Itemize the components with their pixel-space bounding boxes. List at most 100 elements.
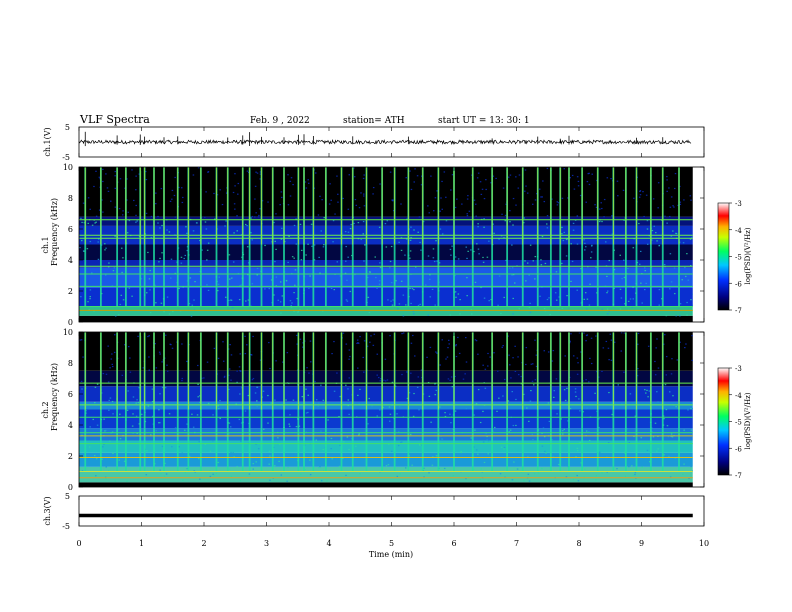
spectrogram-speckle <box>632 247 635 249</box>
spectrogram-speckle <box>262 428 265 430</box>
spectrogram-speckle <box>577 480 580 482</box>
spectrogram-speckle <box>622 259 625 261</box>
spectrogram-speckle <box>109 367 111 369</box>
spectrogram-speckle <box>410 302 412 305</box>
spectrogram-speckle <box>182 196 184 199</box>
spectrogram-speckle <box>548 297 550 299</box>
spectrogram-speckle <box>606 308 609 310</box>
spectrogram-speckle <box>317 402 320 404</box>
spectrogram-speckle <box>448 343 450 345</box>
spectrogram-speckle <box>280 238 283 240</box>
spectrogram-speckle <box>561 233 563 235</box>
spectrogram-speckle <box>285 399 287 401</box>
spectrogram-speckle <box>109 440 111 442</box>
spectrogram-speckle <box>376 353 379 355</box>
spectrogram-speckle <box>560 418 562 420</box>
spectrogram-speckle <box>470 309 473 311</box>
spectrogram-speckle <box>511 267 514 269</box>
spectrogram-speckle <box>295 243 298 245</box>
spectrogram-speckle <box>326 480 328 482</box>
spectrogram-speckle <box>96 383 99 385</box>
spectrogram-speckle <box>259 359 262 361</box>
spectrogram-speckle <box>503 236 505 239</box>
spectrogram-speckle <box>640 437 643 439</box>
spectrogram-speckle <box>466 295 468 297</box>
spectrogram-speckle <box>425 284 427 286</box>
spectrogram-speckle <box>543 200 546 203</box>
spectrogram-speckle <box>95 215 98 217</box>
spectrogram-speckle <box>462 378 465 380</box>
spectrogram-speckle <box>222 360 225 362</box>
spectrogram-speckle <box>102 168 104 171</box>
spectrogram-speckle <box>512 424 515 427</box>
spectrogram-speckle <box>280 191 283 193</box>
spectrogram-speckle <box>366 345 369 347</box>
spectrogram-speckle <box>109 462 111 464</box>
spectrogram-speckle <box>219 399 221 402</box>
spectrogram-band <box>79 287 693 307</box>
spectrogram-speckle <box>347 208 350 210</box>
spectrogram-speckle <box>81 434 83 436</box>
spectrogram-speckle <box>423 476 425 478</box>
spectrogram-sferic-core <box>491 332 493 410</box>
spectrogram-speckle <box>219 417 221 420</box>
spectrogram-speckle <box>580 267 582 270</box>
spectrogram-speckle <box>290 177 293 179</box>
spectrogram-speckle <box>379 183 381 185</box>
spectrogram-speckle <box>673 293 676 295</box>
spectrogram-speckle <box>257 216 260 218</box>
spectrogram-speckle <box>251 239 254 241</box>
spectrogram-speckle <box>128 405 130 407</box>
spectrogram-speckle <box>576 450 579 452</box>
spectrogram-sferic-core <box>678 167 680 245</box>
spectrogram-speckle <box>126 199 128 201</box>
spectrogram-speckle <box>155 430 158 432</box>
freq-tick-label: 10 <box>63 328 73 337</box>
spectrogram-speckle <box>161 224 163 227</box>
spectrogram-speckle <box>150 215 153 218</box>
spectrogram-speckle <box>608 391 610 394</box>
ch1-waveform-panel: 5 -5 ch.1(V) <box>43 123 705 162</box>
spectrogram-speckle <box>88 446 91 448</box>
spectrogram-speckle <box>401 332 403 335</box>
spectrogram-speckle <box>434 197 437 199</box>
spectrogram-speckle <box>387 464 390 466</box>
spectrogram-speckle <box>595 266 597 269</box>
spectrogram-speckle <box>254 198 256 200</box>
spectrogram-speckle <box>135 189 137 191</box>
spectrogram-speckle <box>409 170 411 172</box>
spectrogram-sferic-core <box>472 332 474 410</box>
spectrogram-speckle <box>345 384 347 386</box>
spectrogram-speckle <box>169 343 172 345</box>
spectrogram-speckle <box>161 445 164 448</box>
spectrogram-speckle <box>367 296 370 298</box>
spectrogram-speckle <box>363 193 365 195</box>
spectrogram-speckle <box>588 304 591 306</box>
spectrogram-speckle <box>595 475 598 477</box>
spectrogram-speckle <box>81 388 83 390</box>
spectrogram-speckle <box>417 376 420 378</box>
spectrogram-speckle <box>484 387 487 389</box>
spectrogram-speckle <box>137 401 140 404</box>
spectrogram-speckle <box>309 340 312 342</box>
spectrogram-speckle <box>479 421 482 424</box>
spectrogram-speckle <box>480 286 482 289</box>
spectrogram-speckle <box>402 294 405 296</box>
spectrogram-speckle <box>330 447 332 450</box>
spectrogram-speckle <box>305 412 308 414</box>
spectrogram-band <box>79 452 693 467</box>
spectrogram-speckle <box>91 272 93 274</box>
spectrogram-speckle <box>379 262 381 264</box>
spectrogram-speckle <box>118 459 121 461</box>
spectrogram-speckle <box>561 197 564 199</box>
spectrogram-speckle <box>412 310 415 312</box>
spectrogram-speckle <box>575 395 577 398</box>
spectrogram-speckle <box>526 192 529 194</box>
spectrogram-speckle <box>513 461 515 463</box>
spectrogram-speckle <box>419 303 421 306</box>
time-axis-tick-labels: 0 1 2 3 4 5 6 7 8 9 10 <box>76 539 709 548</box>
spectrogram-speckle <box>657 435 659 438</box>
spectrogram-speckle <box>111 363 114 366</box>
spectrogram-speckle <box>405 304 407 306</box>
spectrogram-speckle <box>107 266 110 268</box>
